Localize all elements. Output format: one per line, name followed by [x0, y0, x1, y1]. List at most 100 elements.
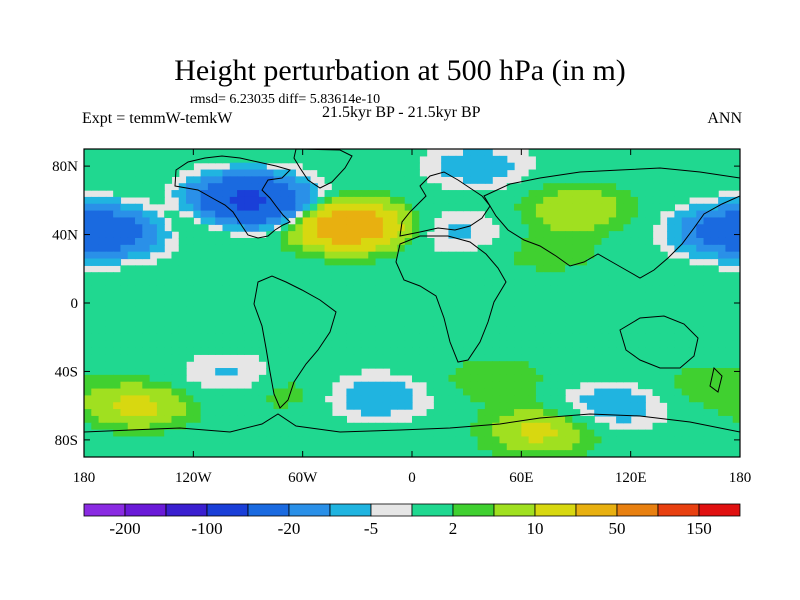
- field-cell: [91, 224, 100, 232]
- field-cell: [149, 162, 158, 171]
- field-cell: [681, 299, 690, 308]
- field-cell: [375, 190, 384, 198]
- field-cell: [718, 272, 727, 280]
- field-cell: [404, 388, 413, 396]
- field-cell: [309, 368, 318, 376]
- field-cell: [171, 285, 180, 294]
- field-cell: [492, 402, 501, 410]
- field-cell: [492, 368, 501, 376]
- field-cell: [637, 409, 646, 417]
- field-cell: [339, 203, 347, 212]
- field-cell: [718, 149, 727, 157]
- field-cell: [339, 340, 347, 349]
- field-cell: [608, 196, 617, 205]
- field-cell: [171, 374, 180, 383]
- field-cell: [426, 388, 435, 396]
- field-cell: [652, 155, 661, 164]
- field-cell: [703, 450, 712, 457]
- field-cell: [331, 224, 340, 232]
- field-cell: [273, 231, 282, 239]
- field-cell: [557, 299, 566, 308]
- field-cell: [186, 320, 194, 328]
- field-cell: [616, 368, 624, 376]
- field-cell: [448, 190, 457, 198]
- field-cell: [193, 176, 202, 184]
- field-cell: [718, 395, 727, 403]
- field-cell: [710, 333, 719, 342]
- field-cell: [637, 272, 646, 280]
- field-cell: [463, 395, 471, 403]
- field-cell: [506, 361, 515, 369]
- field-cell: [127, 190, 136, 198]
- field-cell: [688, 381, 697, 390]
- field-cell: [273, 436, 282, 444]
- field-cell: [477, 450, 486, 457]
- field-cell: [572, 196, 581, 205]
- field-cell: [324, 306, 333, 314]
- field-cell: [375, 169, 384, 177]
- field-cell: [156, 149, 165, 157]
- field-cell: [207, 443, 216, 451]
- field-cell: [616, 354, 624, 362]
- field-cell: [360, 251, 369, 260]
- field-cell: [725, 279, 734, 287]
- field-cell: [586, 347, 595, 355]
- field-cell: [127, 176, 136, 184]
- field-cell: [565, 244, 573, 253]
- field-cell: [222, 176, 231, 184]
- field-cell: [659, 203, 668, 212]
- field-cell: [688, 374, 697, 383]
- field-cell: [470, 176, 479, 184]
- field-cell: [309, 210, 318, 219]
- field-cell: [652, 183, 661, 191]
- field-cell: [630, 237, 639, 246]
- field-cell: [557, 237, 566, 246]
- field-cell: [127, 251, 136, 260]
- field-cell: [295, 320, 304, 328]
- field-cell: [229, 347, 238, 355]
- field-cell: [353, 176, 362, 184]
- field-cell: [521, 292, 530, 301]
- field-cell: [302, 361, 311, 369]
- field-cell: [120, 347, 129, 355]
- field-cell: [127, 155, 136, 164]
- field-cell: [455, 326, 464, 335]
- field-cell: [572, 169, 581, 177]
- field-cell: [528, 272, 537, 280]
- field-cell: [244, 402, 253, 410]
- field-cell: [105, 149, 114, 157]
- field-cell: [448, 285, 457, 294]
- field-cell: [339, 149, 347, 157]
- field-cell: [688, 326, 697, 335]
- field-cell: [91, 149, 100, 157]
- field-cell: [309, 265, 318, 273]
- field-cell: [331, 450, 340, 457]
- field-cell: [266, 149, 275, 157]
- field-cell: [266, 354, 275, 362]
- field-cell: [244, 422, 253, 431]
- field-cell: [237, 155, 245, 164]
- field-cell: [273, 443, 282, 451]
- field-cell: [200, 169, 209, 177]
- field-cell: [433, 415, 442, 424]
- field-cell: [244, 279, 253, 287]
- field-cell: [390, 313, 399, 321]
- field-cell: [652, 388, 661, 396]
- field-cell: [535, 224, 544, 232]
- field-cell: [535, 340, 544, 349]
- field-cell: [557, 258, 566, 266]
- field-cell: [105, 176, 114, 184]
- field-cell: [142, 279, 151, 287]
- field-cell: [433, 443, 442, 451]
- field-cell: [667, 306, 675, 314]
- field-cell: [302, 224, 311, 232]
- field-cell: [237, 320, 245, 328]
- field-cell: [710, 224, 719, 232]
- field-cell: [688, 272, 697, 280]
- field-cell: [463, 299, 471, 308]
- field-cell: [710, 162, 719, 171]
- field-cell: [331, 231, 340, 239]
- field-cell: [390, 299, 399, 308]
- field-cell: [309, 231, 318, 239]
- field-cell: [178, 217, 187, 225]
